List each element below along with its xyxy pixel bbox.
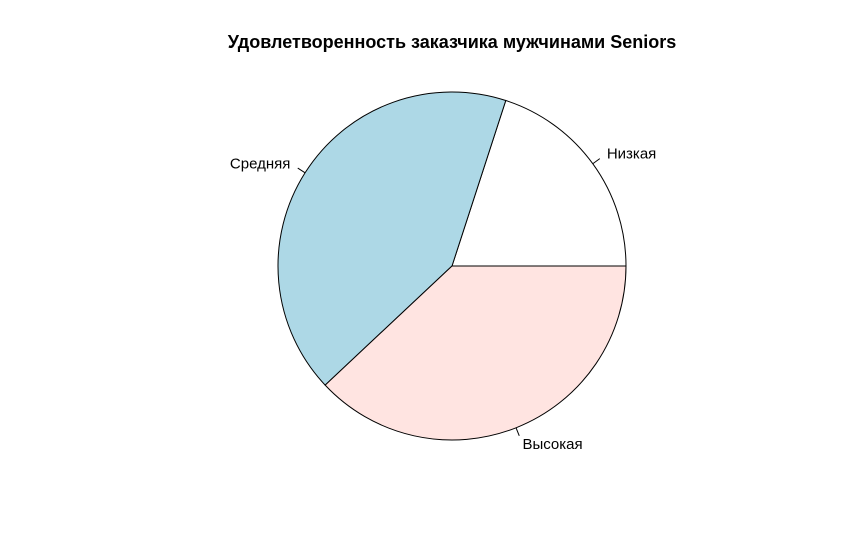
pie-slices [277,91,627,441]
pie-labels: Низкая Средняя Высокая [230,145,656,452]
pie-label-2: Средняя [230,155,290,172]
pie-label-tick-3 [515,427,520,437]
pie-label-3: Высокая [522,436,582,453]
pie-label-tick-2 [297,167,306,174]
chart-title: Удовлетворенность заказчика мужчинами Se… [228,32,677,52]
pie-label-tick-1 [592,158,601,165]
pie-label-1: Низкая [607,145,656,162]
